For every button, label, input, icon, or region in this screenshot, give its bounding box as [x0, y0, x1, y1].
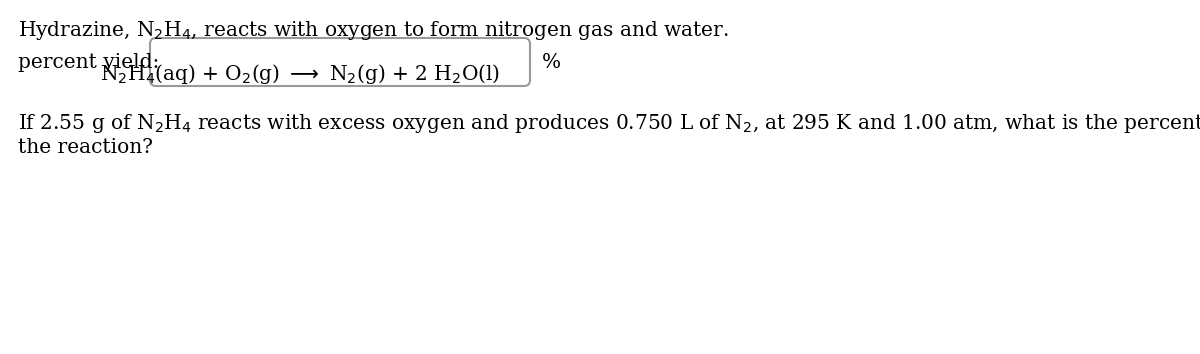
FancyBboxPatch shape [150, 38, 530, 86]
Text: N$_2$H$_4$(aq) + O$_2$(g) $\longrightarrow$ N$_2$(g) + 2 H$_2$O(l): N$_2$H$_4$(aq) + O$_2$(g) $\longrightarr… [100, 62, 500, 86]
Text: %: % [542, 52, 562, 72]
Text: Hydrazine, N$_2$H$_4$, reacts with oxygen to form nitrogen gas and water.: Hydrazine, N$_2$H$_4$, reacts with oxyge… [18, 19, 730, 42]
Text: If 2.55 g of N$_2$H$_4$ reacts with excess oxygen and produces 0.750 L of N$_2$,: If 2.55 g of N$_2$H$_4$ reacts with exce… [18, 112, 1200, 135]
Text: percent yield:: percent yield: [18, 52, 160, 72]
Text: the reaction?: the reaction? [18, 138, 154, 157]
